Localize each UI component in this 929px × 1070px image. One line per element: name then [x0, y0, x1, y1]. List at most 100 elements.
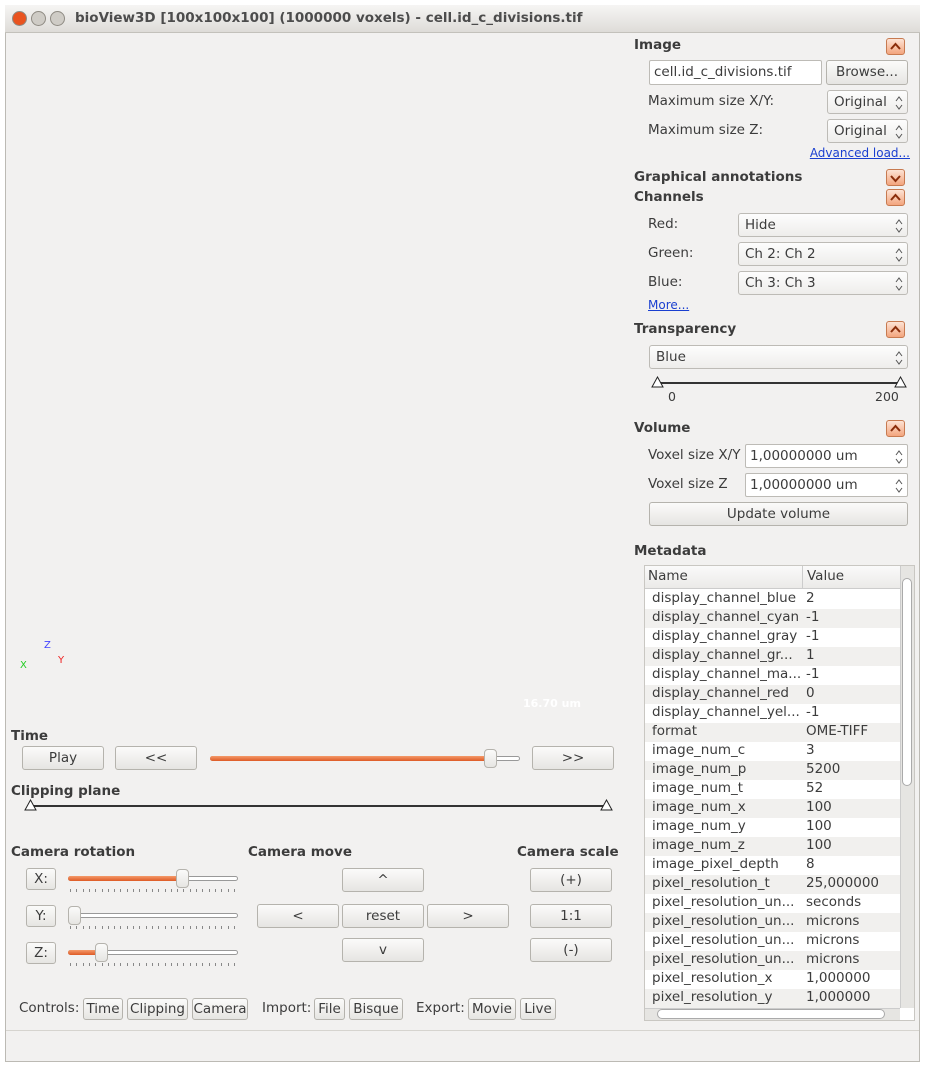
- controls-toggle[interactable]: Clipping: [127, 998, 188, 1020]
- table-row[interactable]: image_num_x 100: [645, 799, 900, 818]
- metadata-value: 0: [806, 685, 815, 701]
- scale-minus-button[interactable]: (-): [530, 938, 612, 962]
- slider-tick: [227, 889, 229, 892]
- advanced-load-link[interactable]: Advanced load...: [809, 146, 910, 160]
- collapse-button[interactable]: [886, 38, 905, 55]
- table-row[interactable]: image_num_c 3: [645, 742, 900, 761]
- export-button[interactable]: Live: [520, 998, 556, 1020]
- camera-scale-label: Camera scale: [517, 844, 619, 860]
- move-left-button[interactable]: <: [257, 904, 339, 928]
- section-title: Channels: [634, 189, 704, 205]
- table-row[interactable]: image_num_p 5200: [645, 761, 900, 780]
- slider-tick: [183, 926, 185, 929]
- table-row[interactable]: display_channel_gray -1: [645, 628, 900, 647]
- metadata-value: 3: [806, 742, 815, 758]
- forward-button[interactable]: >>: [532, 746, 614, 770]
- table-row[interactable]: image_pixel_depth 8: [645, 856, 900, 875]
- import-button[interactable]: Bisque: [349, 998, 403, 1020]
- vertical-scroll-thumb[interactable]: [902, 578, 912, 786]
- more-link[interactable]: More...: [648, 298, 690, 312]
- section-title: Metadata: [634, 543, 707, 559]
- table-row[interactable]: display_channel_red 0: [645, 685, 900, 704]
- channel-select[interactable]: Ch 3: Ch 3: [738, 271, 908, 295]
- metadata-name: display_channel_gray: [652, 628, 798, 644]
- table-row[interactable]: format OME-TIFF: [645, 723, 900, 742]
- back-button[interactable]: <<: [115, 746, 197, 770]
- rotation-axis-button[interactable]: X:: [26, 868, 56, 890]
- update-volume-button[interactable]: Update volume: [649, 502, 908, 526]
- scale-plus-button[interactable]: (+): [530, 868, 612, 892]
- slider-tick: [107, 963, 109, 966]
- slider-tick: [214, 889, 216, 892]
- table-row[interactable]: pixel_resolution_x 1,000000: [645, 970, 900, 989]
- move-reset-button[interactable]: reset: [342, 904, 424, 928]
- table-row[interactable]: pixel_resolution_un... seconds: [645, 894, 900, 913]
- move-right-button[interactable]: >: [427, 904, 509, 928]
- metadata-value: 8: [806, 856, 815, 872]
- channel-select[interactable]: Ch 2: Ch 2: [738, 242, 908, 266]
- browse-button[interactable]: Browse...: [826, 60, 908, 85]
- collapse-button[interactable]: [886, 169, 905, 186]
- size-select[interactable]: Original: [827, 90, 908, 114]
- transparency-select[interactable]: Blue: [649, 345, 908, 369]
- table-row[interactable]: display_channel_ma... -1: [645, 666, 900, 685]
- metadata-name: pixel_resolution_y: [652, 989, 773, 1005]
- slider-tick: [120, 963, 122, 966]
- table-row[interactable]: pixel_resolution_un... microns: [645, 913, 900, 932]
- import-button[interactable]: File: [314, 998, 345, 1020]
- rotation-axis-button[interactable]: Y:: [26, 905, 56, 927]
- rotation-slider-handle[interactable]: [176, 869, 189, 888]
- slider-tick: [107, 926, 109, 929]
- table-row[interactable]: image_num_z 100: [645, 837, 900, 856]
- size-select[interactable]: Original: [827, 119, 908, 143]
- clipping-slider[interactable]: [30, 805, 606, 807]
- transparency-slider[interactable]: [658, 382, 900, 384]
- slider-tick: [114, 926, 116, 929]
- play-button[interactable]: Play: [22, 746, 104, 770]
- table-row[interactable]: display_channel_gr... 1: [645, 647, 900, 666]
- time-slider-handle[interactable]: [484, 749, 497, 768]
- scale-reset-button[interactable]: 1:1: [530, 904, 612, 928]
- table-row[interactable]: pixel_resolution_un... microns: [645, 951, 900, 970]
- table-row[interactable]: display_channel_blue 2: [645, 590, 900, 609]
- rotation-slider-handle[interactable]: [95, 943, 108, 962]
- slider-tick: [183, 889, 185, 892]
- table-row[interactable]: pixel_resolution_t 25,000000: [645, 875, 900, 894]
- controls-toggle[interactable]: Time: [83, 998, 123, 1020]
- export-button[interactable]: Movie: [468, 998, 516, 1020]
- slider-tick: [164, 926, 166, 929]
- table-row[interactable]: pixel_resolution_un... microns: [645, 932, 900, 951]
- voxel-size-input[interactable]: 1,00000000 um: [745, 473, 908, 497]
- metadata-name: pixel_resolution_un...: [652, 913, 795, 929]
- clipping-handle[interactable]: [24, 798, 37, 811]
- voxel-size-input[interactable]: 1,00000000 um: [745, 444, 908, 468]
- move-down-button[interactable]: v: [342, 938, 424, 962]
- maximize-button[interactable]: [50, 11, 65, 26]
- horizontal-scroll-thumb[interactable]: [657, 1009, 885, 1019]
- controls-toggle[interactable]: Camera: [192, 998, 248, 1020]
- slider-tick: [170, 963, 172, 966]
- channel-select[interactable]: Hide: [738, 213, 908, 237]
- table-row[interactable]: display_channel_yel... -1: [645, 704, 900, 723]
- slider-tick: [214, 963, 216, 966]
- table-row[interactable]: image_num_t 52: [645, 780, 900, 799]
- slider-tick: [120, 889, 122, 892]
- close-button[interactable]: [12, 11, 27, 26]
- table-row[interactable]: image_num_y 100: [645, 818, 900, 837]
- collapse-button[interactable]: [886, 321, 905, 338]
- collapse-button[interactable]: [886, 189, 905, 206]
- collapse-button[interactable]: [886, 420, 905, 437]
- slider-tick: [202, 963, 204, 966]
- move-up-button[interactable]: ^: [342, 868, 424, 892]
- slider-tick: [126, 963, 128, 966]
- rotation-axis-button[interactable]: Z:: [26, 942, 56, 964]
- transparency-handle[interactable]: [651, 375, 664, 388]
- clipping-handle[interactable]: [600, 798, 613, 811]
- transparency-handle[interactable]: [894, 375, 907, 388]
- table-row[interactable]: display_channel_cyan -1: [645, 609, 900, 628]
- minimize-button[interactable]: [31, 11, 46, 26]
- rotation-slider-handle[interactable]: [68, 906, 81, 925]
- file-input[interactable]: cell.id_c_divisions.tif: [649, 60, 822, 85]
- table-row[interactable]: pixel_resolution_y 1,000000: [645, 989, 900, 1008]
- slider-tick: [133, 889, 134, 892]
